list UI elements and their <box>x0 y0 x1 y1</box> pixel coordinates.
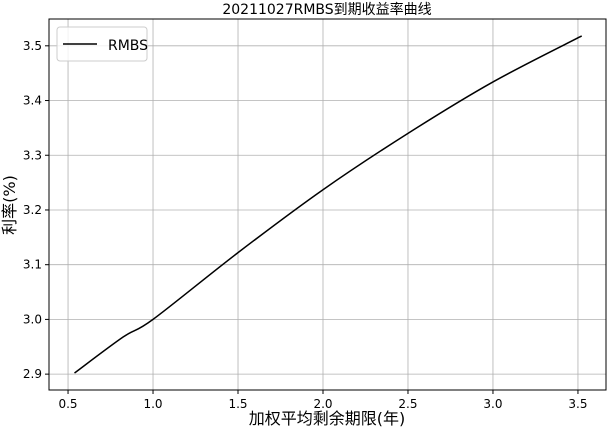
legend-label-rmbs: RMBS <box>108 38 148 54</box>
series-line-rmbs <box>74 35 583 374</box>
x-tick-label: 0.5 <box>58 397 77 411</box>
y-tick-label: 3.1 <box>23 258 42 272</box>
plot-frame <box>48 18 607 391</box>
x-tick-label: 2.5 <box>398 397 417 411</box>
y-tick-label: 3.2 <box>23 203 42 217</box>
legend-box <box>56 26 148 62</box>
y-tick-label: 3.5 <box>23 39 42 53</box>
grid <box>49 19 606 390</box>
y-tick-label: 3.0 <box>23 312 42 326</box>
legend: RMBS <box>56 26 148 62</box>
chart-title: 20211027RMBS到期收益率曲线 <box>222 1 431 18</box>
x-tick-label: 1.0 <box>143 397 162 411</box>
y-tick-label: 3.3 <box>23 148 42 162</box>
x-tick-label: 3.5 <box>568 397 587 411</box>
x-axis-label: 加权平均剩余期限(年) <box>249 409 406 428</box>
series-lines <box>74 35 583 374</box>
y-tick-label: 3.4 <box>23 94 42 108</box>
x-ticks: 0.5 1.0 1.5 2.0 2.5 3.0 3.5 <box>58 390 588 411</box>
x-tick-label: 2.0 <box>313 397 332 411</box>
y-ticks: 2.9 3.0 3.1 3.2 3.3 3.4 3.5 <box>23 39 49 381</box>
y-axis-label: 利率(%) <box>0 175 19 235</box>
x-tick-label: 1.5 <box>228 397 247 411</box>
x-tick-label: 3.0 <box>483 397 502 411</box>
y-tick-label: 2.9 <box>23 367 42 381</box>
